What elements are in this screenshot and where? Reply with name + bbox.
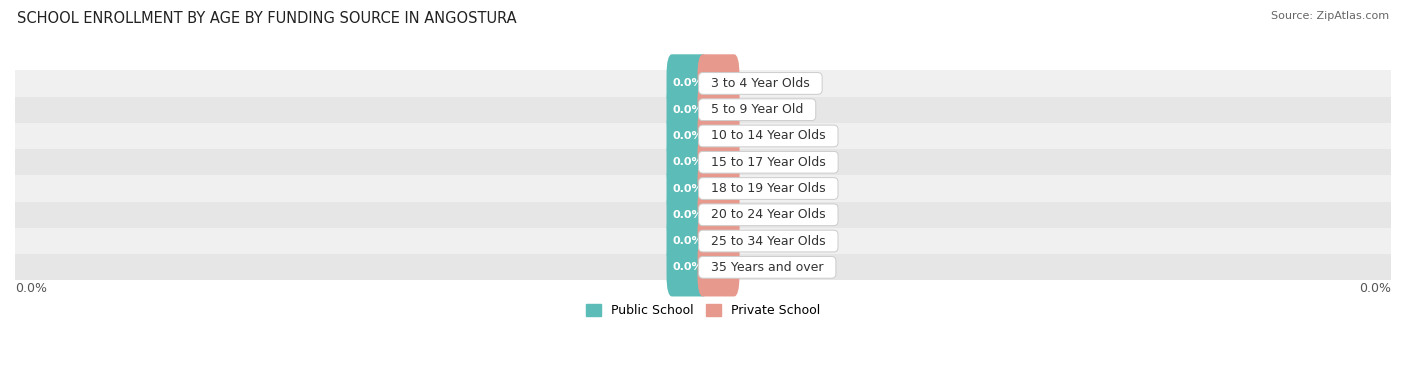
Text: 0.0%: 0.0% — [703, 157, 734, 167]
FancyBboxPatch shape — [697, 81, 740, 139]
Bar — [15, 97, 1391, 123]
Bar — [15, 149, 1391, 175]
Text: 0.0%: 0.0% — [672, 210, 703, 220]
Text: 18 to 19 Year Olds: 18 to 19 Year Olds — [703, 182, 834, 195]
FancyBboxPatch shape — [697, 133, 740, 192]
Text: 0.0%: 0.0% — [703, 236, 734, 246]
Text: 0.0%: 0.0% — [703, 210, 734, 220]
Text: 35 Years and over: 35 Years and over — [703, 261, 831, 274]
FancyBboxPatch shape — [666, 238, 709, 296]
FancyBboxPatch shape — [697, 212, 740, 270]
Text: 10 to 14 Year Olds: 10 to 14 Year Olds — [703, 129, 834, 143]
FancyBboxPatch shape — [697, 159, 740, 218]
FancyBboxPatch shape — [666, 81, 709, 139]
FancyBboxPatch shape — [666, 185, 709, 244]
Bar — [15, 202, 1391, 228]
Text: SCHOOL ENROLLMENT BY AGE BY FUNDING SOURCE IN ANGOSTURA: SCHOOL ENROLLMENT BY AGE BY FUNDING SOUR… — [17, 11, 516, 26]
Legend: Public School, Private School: Public School, Private School — [581, 299, 825, 322]
Text: 3 to 4 Year Olds: 3 to 4 Year Olds — [703, 77, 818, 90]
Text: 0.0%: 0.0% — [703, 105, 734, 115]
FancyBboxPatch shape — [697, 238, 740, 296]
Bar — [15, 254, 1391, 280]
Text: 0.0%: 0.0% — [672, 236, 703, 246]
Text: 0.0%: 0.0% — [703, 131, 734, 141]
Text: Source: ZipAtlas.com: Source: ZipAtlas.com — [1271, 11, 1389, 21]
FancyBboxPatch shape — [666, 133, 709, 192]
FancyBboxPatch shape — [666, 212, 709, 270]
Text: 0.0%: 0.0% — [15, 282, 46, 295]
Text: 0.0%: 0.0% — [672, 184, 703, 193]
FancyBboxPatch shape — [666, 159, 709, 218]
Bar — [15, 175, 1391, 202]
Text: 0.0%: 0.0% — [672, 78, 703, 89]
FancyBboxPatch shape — [697, 185, 740, 244]
Text: 0.0%: 0.0% — [672, 105, 703, 115]
Text: 0.0%: 0.0% — [703, 184, 734, 193]
Text: 25 to 34 Year Olds: 25 to 34 Year Olds — [703, 234, 834, 248]
Text: 0.0%: 0.0% — [672, 131, 703, 141]
Text: 0.0%: 0.0% — [1360, 282, 1391, 295]
Text: 20 to 24 Year Olds: 20 to 24 Year Olds — [703, 208, 834, 221]
Text: 15 to 17 Year Olds: 15 to 17 Year Olds — [703, 156, 834, 169]
FancyBboxPatch shape — [666, 107, 709, 165]
Text: 5 to 9 Year Old: 5 to 9 Year Old — [703, 103, 811, 116]
FancyBboxPatch shape — [697, 54, 740, 113]
FancyBboxPatch shape — [697, 107, 740, 165]
Text: 0.0%: 0.0% — [703, 78, 734, 89]
FancyBboxPatch shape — [666, 54, 709, 113]
Text: 0.0%: 0.0% — [672, 157, 703, 167]
Bar — [15, 70, 1391, 97]
Bar — [15, 228, 1391, 254]
Text: 0.0%: 0.0% — [703, 262, 734, 272]
Text: 0.0%: 0.0% — [672, 262, 703, 272]
Bar — [15, 123, 1391, 149]
